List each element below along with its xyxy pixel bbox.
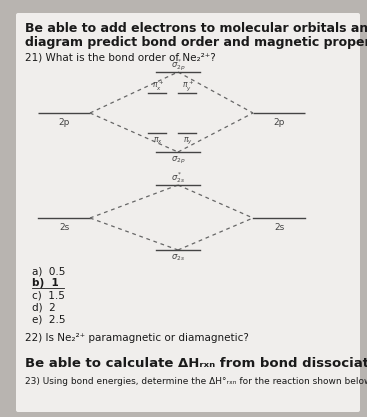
Text: e)  2.5: e) 2.5 bbox=[32, 314, 65, 324]
FancyBboxPatch shape bbox=[16, 13, 360, 412]
Text: Be able to add electrons to molecular orbitals and from th: Be able to add electrons to molecular or… bbox=[25, 22, 367, 35]
Text: b)  1: b) 1 bbox=[32, 278, 59, 288]
Text: 21) What is the bond order of Ne₂²⁺?: 21) What is the bond order of Ne₂²⁺? bbox=[25, 52, 216, 62]
Text: Be able to calculate ΔHᵣₓₙ from bond dissociation energie: Be able to calculate ΔHᵣₓₙ from bond dis… bbox=[25, 357, 367, 369]
Text: 2p: 2p bbox=[58, 118, 70, 126]
Text: $\pi_y^+$: $\pi_y^+$ bbox=[182, 78, 194, 93]
Text: $\pi_x^+$: $\pi_x^+$ bbox=[152, 79, 164, 93]
Text: $\pi_x$: $\pi_x$ bbox=[153, 136, 163, 146]
Text: 2s: 2s bbox=[59, 223, 69, 231]
Text: $\sigma_{2s}$: $\sigma_{2s}$ bbox=[171, 253, 185, 263]
Text: 22) Is Ne₂²⁺ paramagnetic or diamagnetic?: 22) Is Ne₂²⁺ paramagnetic or diamagnetic… bbox=[25, 333, 249, 343]
Text: $\sigma_{2p}$: $\sigma_{2p}$ bbox=[171, 154, 185, 166]
Text: d)  2: d) 2 bbox=[32, 302, 56, 312]
Text: diagram predict bond order and magnetic properties.: diagram predict bond order and magnetic … bbox=[25, 35, 367, 48]
Text: $\sigma_{2p}^*$: $\sigma_{2p}^*$ bbox=[171, 57, 185, 73]
Text: c)  1.5: c) 1.5 bbox=[32, 290, 65, 300]
Text: 2p: 2p bbox=[273, 118, 285, 126]
Text: a)  0.5: a) 0.5 bbox=[32, 266, 65, 276]
Text: 23) Using bond energies, determine the ΔH°ᵣₓₙ for the reaction shown below:: 23) Using bond energies, determine the Δ… bbox=[25, 377, 367, 385]
Text: $\sigma_{2s}^*$: $\sigma_{2s}^*$ bbox=[171, 171, 185, 186]
Text: 2s: 2s bbox=[274, 223, 284, 231]
Text: $\pi_y$: $\pi_y$ bbox=[183, 136, 193, 146]
